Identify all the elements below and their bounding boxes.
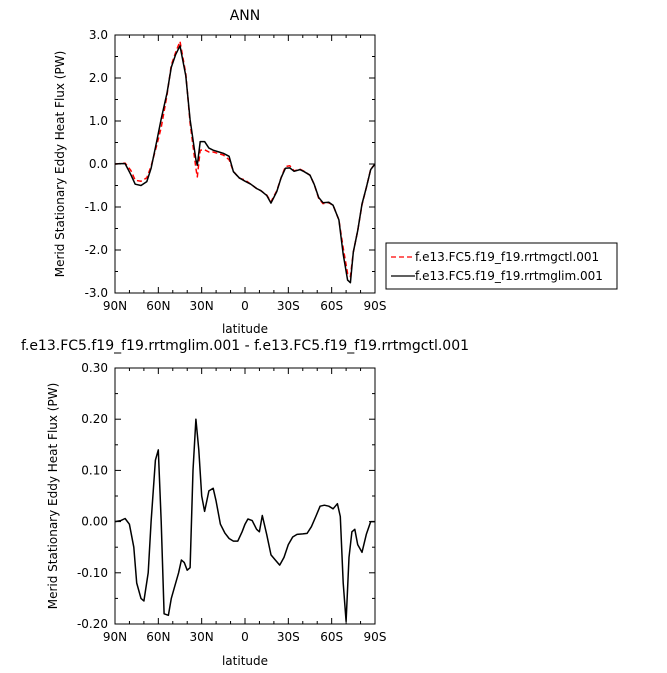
bottom-x-tick-label: 30N <box>190 630 214 644</box>
top-x-tick-label: 30N <box>190 299 214 313</box>
bottom-series-group <box>114 418 375 623</box>
top-plot-frame <box>114 34 376 294</box>
top-x-tick-label: 90N <box>103 299 127 313</box>
bottom-y-tick-label: -0.10 <box>77 566 108 580</box>
bottom-x-tick-label: 60N <box>146 630 170 644</box>
bottom-x-tick-label: 90S <box>364 630 387 644</box>
bottom-x-axis-label: latitude <box>222 654 268 668</box>
top-y-axis-label: Merid Stationary Eddy Heat Flux (PW) <box>53 51 67 278</box>
top-series-line-1 <box>114 45 376 284</box>
bottom-x-tick-label: 0 <box>241 630 249 644</box>
top-x-tick-label: 0 <box>241 299 249 313</box>
top-x-axis-label: latitude <box>222 322 268 336</box>
top-y-tick-label: -2.0 <box>85 243 108 257</box>
top-x-tick-label: 60N <box>146 299 170 313</box>
top-series-group <box>114 40 376 284</box>
top-panel: ANN 90N 60N 30N 0 30S 60S 90S 3.0 2.0 1.0 0.0 -1.0… <box>53 8 618 336</box>
top-y-ticks: 3.0 2.0 1.0 0.0 -1.0 -2.0 -3.0 <box>85 28 375 300</box>
legend: f.e13.FC5.f19_f19.rrtmgctl.001 f.e13.FC5… <box>385 242 618 290</box>
bottom-y-tick-label: 0.00 <box>81 515 108 529</box>
bottom-y-tick-label: 0.10 <box>81 463 108 477</box>
top-y-tick-label: -1.0 <box>85 200 108 214</box>
top-chart-title: ANN <box>230 8 261 24</box>
top-y-tick-label: 0.0 <box>89 157 108 171</box>
bottom-x-tick-label: 30S <box>277 630 300 644</box>
bottom-y-tick-label: 0.30 <box>81 361 108 375</box>
bottom-y-tick-label: -0.20 <box>77 617 108 631</box>
bottom-y-tick-label: 0.20 <box>81 412 108 426</box>
legend-box <box>385 242 618 290</box>
top-x-tick-label: 60S <box>320 299 343 313</box>
bottom-x-ticks: 90N 60N 30N 0 30S 60S 90S <box>103 368 387 644</box>
bottom-panel: f.e13.FC5.f19_f19.rrtmglim.001 - f.e13.F… <box>21 338 469 668</box>
bottom-chart-title: f.e13.FC5.f19_f19.rrtmglim.001 - f.e13.F… <box>21 338 469 354</box>
top-x-tick-label: 30S <box>277 299 300 313</box>
bottom-x-tick-label: 90N <box>103 630 127 644</box>
legend-label-lim: f.e13.FC5.f19_f19.rrtmglim.001 <box>415 269 603 283</box>
bottom-x-tick-label: 60S <box>320 630 343 644</box>
top-y-tick-label: 1.0 <box>89 114 108 128</box>
top-y-tick-label: 3.0 <box>89 28 108 42</box>
top-x-ticks: 90N 60N 30N 0 30S 60S 90S <box>103 35 387 313</box>
top-y-tick-label: 2.0 <box>89 71 108 85</box>
top-y-tick-label: -3.0 <box>85 286 108 300</box>
bottom-series-line-0 <box>114 418 375 623</box>
bottom-plot-frame <box>114 367 376 625</box>
top-x-tick-label: 90S <box>364 299 387 313</box>
bottom-y-axis-label: Merid Stationary Eddy Heat Flux (PW) <box>46 383 60 610</box>
legend-label-ctl: f.e13.FC5.f19_f19.rrtmgctl.001 <box>415 250 599 264</box>
